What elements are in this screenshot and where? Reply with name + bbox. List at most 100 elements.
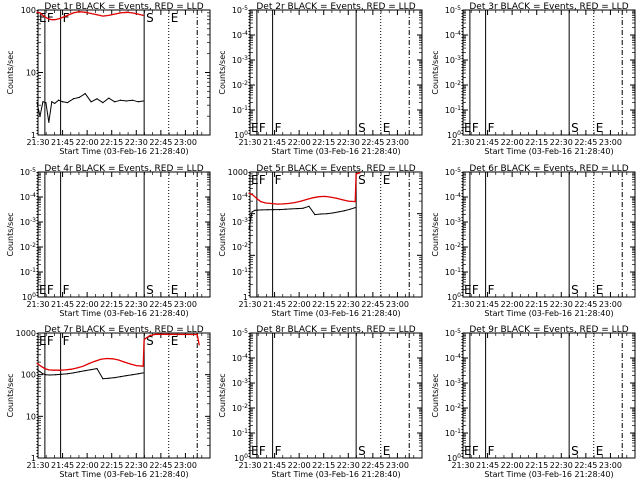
x-tick-label: 21:30: [26, 300, 49, 309]
marker-letter: F: [488, 121, 495, 135]
events-data-point: [90, 369, 92, 371]
lld-data-point: [96, 14, 98, 16]
lld-data-point: [61, 16, 64, 19]
x-tick-label: 23:00: [599, 300, 622, 309]
events-data-point: [290, 208, 292, 210]
lld-data-point: [39, 12, 41, 14]
y-tick-label: 100: [447, 292, 461, 302]
events-data-point: [96, 367, 98, 370]
marker-letter: E: [39, 334, 47, 348]
events-data-point: [48, 121, 50, 123]
events-data-point: [114, 101, 116, 103]
lld-data-point: [306, 198, 308, 200]
x-tick-label: 23:00: [174, 138, 197, 147]
marker-letter: E: [383, 444, 391, 458]
events-data-point: [39, 371, 41, 373]
events-data-point: [102, 378, 104, 380]
events-data-point: [125, 374, 128, 377]
lld-data-point: [106, 357, 108, 360]
marker-letter: E: [383, 121, 391, 135]
y-tick-label: 100: [21, 371, 36, 380]
events-data-point: [119, 99, 122, 101]
detector-panel-4: Det 4r BLACK = Events, RED = LLD 100 10-1 1…: [6, 164, 211, 318]
lld-data-point: [318, 196, 320, 198]
lld-data-point: [108, 14, 110, 16]
x-tick-label: 21:30: [26, 461, 49, 470]
y-tick-label: 10-4: [445, 353, 461, 363]
events-data-point: [343, 210, 345, 212]
x-tick-label: 21:45: [476, 300, 499, 309]
x-tick-label: 22:15: [312, 138, 335, 147]
y-tick-label: 1000: [228, 168, 248, 177]
lld-data-point: [252, 194, 254, 196]
marker-letter: S: [358, 173, 366, 187]
x-tick-label: 22:45: [574, 138, 597, 147]
x-tick-label: 22:45: [574, 461, 597, 470]
y-axis-label: Counts/sec: [6, 373, 15, 417]
events-data-point: [36, 368, 38, 370]
x-tick-label: 22:30: [125, 461, 148, 470]
marker-letter: F: [275, 121, 282, 135]
y-tick-label: 10-2: [445, 242, 461, 252]
events-data-point: [72, 372, 74, 374]
y-axis-label: Counts/sec: [218, 212, 227, 256]
marker-letter: F: [47, 334, 54, 348]
x-tick-label: 23:00: [599, 461, 622, 470]
lld-data-point: [135, 365, 137, 367]
panel-title: Det 2r BLACK = Events, RED = LLD: [256, 2, 415, 12]
plot-frame: [462, 171, 636, 298]
events-data-point: [114, 377, 116, 379]
events-data-point: [137, 101, 139, 103]
detector-panel-6: Det 6r BLACK = Events, RED = LLD 100 10-1 1…: [431, 164, 636, 318]
detector-panel-7: Det 7r BLACK = Events, RED = LLD 1 10 100 10…: [6, 325, 211, 479]
events-data-point: [55, 374, 57, 376]
events-data-point: [278, 209, 281, 211]
x-axis-label: Start Time (03-Feb-16 21:28:40): [484, 309, 613, 318]
y-axis-label: Counts/sec: [6, 50, 15, 94]
x-tick-label: 22:15: [100, 300, 123, 309]
x-tick-label: 22:00: [501, 461, 524, 470]
lld-data-point: [300, 200, 302, 202]
lld-data-point: [143, 338, 145, 341]
events-data-point: [51, 101, 53, 103]
lld-series-line: [248, 172, 361, 205]
events-data-point: [60, 373, 63, 375]
events-data-point: [102, 101, 104, 104]
detector-panel-3: Det 3r BLACK = Events, RED = LLD 100 10-1 1…: [431, 2, 636, 156]
x-axis-label: Start Time (03-Feb-16 21:28:40): [271, 147, 400, 156]
x-axis-label: Start Time (03-Feb-16 21:28:40): [484, 147, 613, 156]
x-axis-label: Start Time (03-Feb-16 21:28:40): [484, 470, 613, 479]
lld-data-point: [123, 361, 126, 363]
x-tick-label: 22:30: [550, 300, 573, 309]
marker-letter: F: [472, 283, 479, 297]
y-tick-label: 10-3: [445, 217, 461, 227]
events-data-point: [45, 101, 47, 104]
marker-letter: S: [358, 444, 366, 458]
lld-data-point: [112, 358, 114, 360]
marker-letter: F: [259, 444, 266, 458]
events-data-point: [326, 213, 328, 215]
events-data-point: [308, 205, 310, 207]
y-axis-label: Counts/sec: [218, 373, 227, 417]
x-tick-label: 22:15: [525, 300, 548, 309]
y-tick-label: 1000: [16, 329, 36, 338]
events-data-point: [131, 374, 133, 376]
x-tick-label: 22:30: [337, 138, 360, 147]
x-tick-label: 22:00: [288, 138, 311, 147]
events-data-point: [45, 374, 47, 376]
events-data-point: [78, 371, 80, 373]
y-tick-label: 100: [22, 292, 36, 302]
lld-data-point: [149, 334, 151, 337]
lld-data-point: [248, 192, 250, 194]
marker-letter: F: [63, 283, 70, 297]
y-tick-label: 10-4: [232, 353, 248, 363]
y-tick-label: 100: [447, 130, 461, 140]
y-tick-label: 10-1: [445, 428, 461, 438]
events-data-point: [66, 373, 69, 375]
panel-title: Det 4r BLACK = Events, RED = LLD: [44, 164, 203, 174]
lld-data-point: [347, 200, 349, 202]
marker-letter: E: [251, 173, 259, 187]
marker-letter: E: [171, 11, 179, 25]
events-data-point: [54, 102, 56, 105]
x-tick-label: 21:45: [476, 138, 499, 147]
